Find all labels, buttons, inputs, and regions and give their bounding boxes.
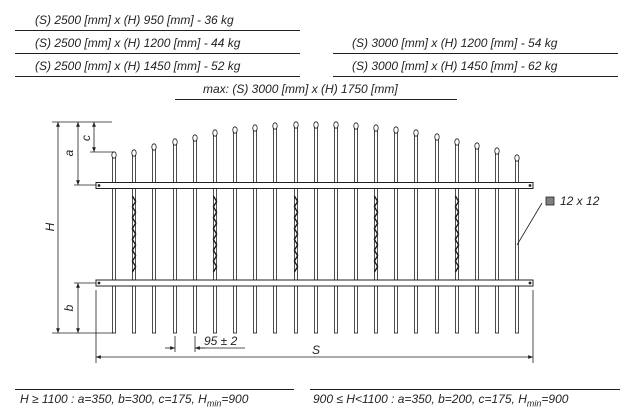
pickets	[111, 121, 520, 334]
picket-cap	[293, 121, 299, 129]
twisted-section	[131, 195, 137, 273]
picket	[232, 130, 237, 334]
picket	[333, 125, 338, 334]
twisted-section	[293, 195, 299, 273]
bottom-rail	[95, 279, 534, 287]
spec-divider	[333, 76, 618, 77]
picket	[151, 147, 156, 334]
picket-cap	[474, 142, 480, 150]
rail-bolt	[97, 184, 101, 187]
note-tall-suffix: =900	[221, 392, 249, 406]
picket-cap	[494, 147, 500, 155]
dim-a-label: a	[62, 149, 76, 156]
twisted-section	[454, 195, 460, 273]
spec-divider	[15, 53, 300, 54]
picket-cap	[373, 124, 379, 132]
dim-S-label: S	[312, 343, 320, 357]
twisted-section	[212, 195, 218, 273]
picket	[393, 130, 398, 334]
rail-bolt	[528, 281, 532, 285]
picket	[172, 142, 177, 334]
rail-bolt	[528, 184, 532, 187]
note-divider	[310, 389, 620, 390]
note-short-suffix: =900	[541, 392, 569, 406]
dim-H-label: H	[43, 222, 57, 231]
dim-c-label: c	[79, 135, 93, 141]
picket-cap	[131, 149, 137, 157]
picket-cap	[272, 122, 278, 130]
spec-row-3: (S) 2500 [mm] x (H) 1450 [mm] - 52 kg	[35, 59, 241, 73]
dimension-lines	[52, 121, 543, 363]
spec-divider	[15, 30, 300, 31]
picket-cap	[313, 121, 319, 129]
note-divider	[15, 389, 294, 390]
bar-section-square	[545, 196, 555, 206]
picket	[252, 128, 257, 334]
dim-spacing-label: 95 ± 2	[204, 334, 238, 348]
picket-cap	[353, 122, 359, 130]
rail-bolt	[97, 281, 101, 285]
picket-cap	[111, 151, 117, 159]
picket-cap	[252, 124, 258, 132]
picket	[192, 138, 197, 334]
spec-row-1: (S) 2500 [mm] x (H) 950 [mm] - 36 kg	[35, 13, 234, 27]
picket-cap	[192, 134, 198, 142]
note-tall-text: H ≥ 1100 : a=350, b=300, c=175, H	[20, 392, 207, 406]
note-short-panels: 900 ≤ H<1100 : a=350, b=200, c=175, Hmin…	[313, 392, 568, 410]
picket-cap	[434, 133, 440, 141]
spec-divider	[333, 53, 618, 54]
picket	[413, 133, 418, 334]
picket	[353, 126, 358, 334]
picket-cap	[151, 143, 157, 151]
note-short-sub: min	[526, 398, 542, 409]
twisted-section	[373, 195, 379, 273]
note-tall-panels: H ≥ 1100 : a=350, b=300, c=175, Hmin=900	[20, 392, 248, 410]
picket-cap	[454, 138, 460, 146]
spec-max: max: (S) 3000 [mm] x (H) 1750 [mm]	[203, 82, 398, 96]
picket-cap	[172, 138, 178, 146]
picket	[313, 125, 318, 334]
section-leader	[516, 202, 543, 246]
spec-row-2: (S) 2500 [mm] x (H) 1200 [mm] - 44 kg	[35, 36, 241, 50]
picket-cap	[393, 126, 399, 134]
picket	[434, 137, 439, 334]
spec-row-4: (S) 3000 [mm] x (H) 1200 [mm] - 54 kg	[352, 36, 558, 50]
bar-section-label: 12 x 12	[560, 194, 600, 208]
picket-cap	[514, 154, 520, 162]
spec-divider	[15, 76, 300, 77]
note-tall-sub: min	[206, 398, 222, 409]
picket	[494, 151, 499, 334]
picket-cap	[232, 126, 238, 134]
dim-b-label: b	[62, 304, 76, 311]
note-short-text: 900 ≤ H<1100 : a=350, b=200, c=175, H	[313, 392, 527, 406]
spec-row-5: (S) 3000 [mm] x (H) 1450 [mm] - 62 kg	[352, 59, 558, 73]
picket	[272, 126, 277, 334]
picket	[474, 146, 479, 334]
spec-divider	[175, 99, 457, 100]
top-rail	[95, 182, 534, 189]
picket-cap	[212, 129, 218, 137]
picket-cap	[333, 121, 339, 129]
picket-cap	[413, 129, 419, 137]
